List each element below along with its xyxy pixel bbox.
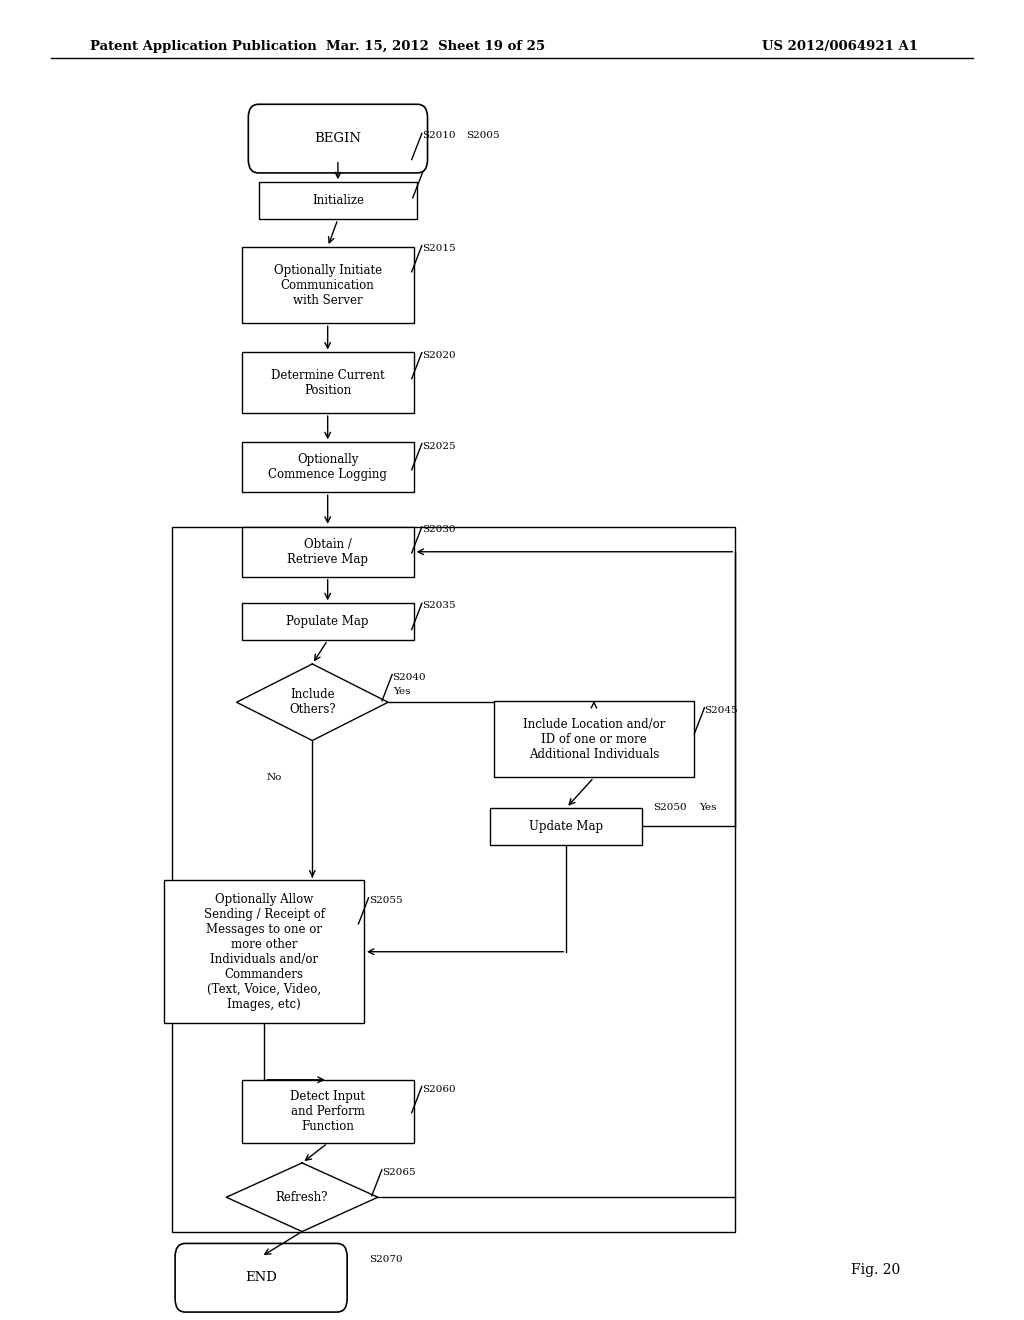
Text: S2060: S2060	[422, 1085, 456, 1093]
Text: S2010: S2010	[422, 132, 456, 140]
Text: S2065: S2065	[382, 1168, 416, 1176]
Bar	[242, 352, 414, 413]
Text: Optionally Allow
Sending / Receipt of
Messages to one or
more other
Individuals : Optionally Allow Sending / Receipt of Me…	[204, 892, 325, 1011]
Bar	[242, 603, 414, 640]
Text: S2020: S2020	[422, 351, 456, 359]
Text: Obtain /
Retrieve Map: Obtain / Retrieve Map	[287, 537, 369, 566]
Bar	[494, 701, 694, 777]
Text: Patent Application Publication: Patent Application Publication	[90, 40, 316, 53]
Bar	[242, 1080, 414, 1143]
Text: US 2012/0064921 A1: US 2012/0064921 A1	[762, 40, 918, 53]
Text: S2055: S2055	[369, 896, 402, 904]
Bar	[164, 880, 365, 1023]
Text: S2035: S2035	[422, 602, 456, 610]
Bar	[172, 527, 735, 1232]
Bar	[242, 247, 414, 323]
Text: Yes: Yes	[393, 686, 411, 696]
Bar	[242, 527, 414, 577]
Text: Update Map: Update Map	[529, 820, 603, 833]
Text: S2030: S2030	[422, 525, 456, 533]
Text: Yes: Yes	[699, 804, 717, 812]
Text: S2040: S2040	[392, 673, 426, 681]
Text: BEGIN: BEGIN	[314, 132, 361, 145]
Text: END: END	[245, 1271, 278, 1284]
Text: Optionally
Commence Logging: Optionally Commence Logging	[268, 453, 387, 482]
Text: Initialize: Initialize	[312, 194, 364, 207]
Text: S2045: S2045	[705, 706, 738, 714]
Text: S2015: S2015	[422, 244, 456, 252]
FancyBboxPatch shape	[175, 1243, 347, 1312]
Bar	[242, 442, 414, 492]
Bar	[490, 808, 642, 845]
Text: Populate Map: Populate Map	[287, 615, 369, 628]
Text: S2070: S2070	[369, 1255, 402, 1263]
Bar	[258, 182, 418, 219]
Text: Refresh?: Refresh?	[275, 1191, 329, 1204]
Text: S2025: S2025	[422, 442, 456, 450]
FancyBboxPatch shape	[248, 104, 428, 173]
Polygon shape	[237, 664, 388, 741]
Text: Determine Current
Position: Determine Current Position	[271, 368, 384, 397]
Text: Fig. 20: Fig. 20	[851, 1263, 900, 1276]
Polygon shape	[226, 1163, 378, 1232]
Text: No: No	[266, 774, 282, 781]
Text: S2050: S2050	[653, 804, 687, 812]
Text: Include Location and/or
ID of one or more
Additional Individuals: Include Location and/or ID of one or mor…	[522, 718, 666, 760]
Text: Include
Others?: Include Others?	[289, 688, 336, 717]
Text: Detect Input
and Perform
Function: Detect Input and Perform Function	[290, 1090, 366, 1133]
Text: Optionally Initiate
Communication
with Server: Optionally Initiate Communication with S…	[273, 264, 382, 306]
Text: Mar. 15, 2012  Sheet 19 of 25: Mar. 15, 2012 Sheet 19 of 25	[326, 40, 545, 53]
Text: S2005: S2005	[466, 132, 500, 140]
